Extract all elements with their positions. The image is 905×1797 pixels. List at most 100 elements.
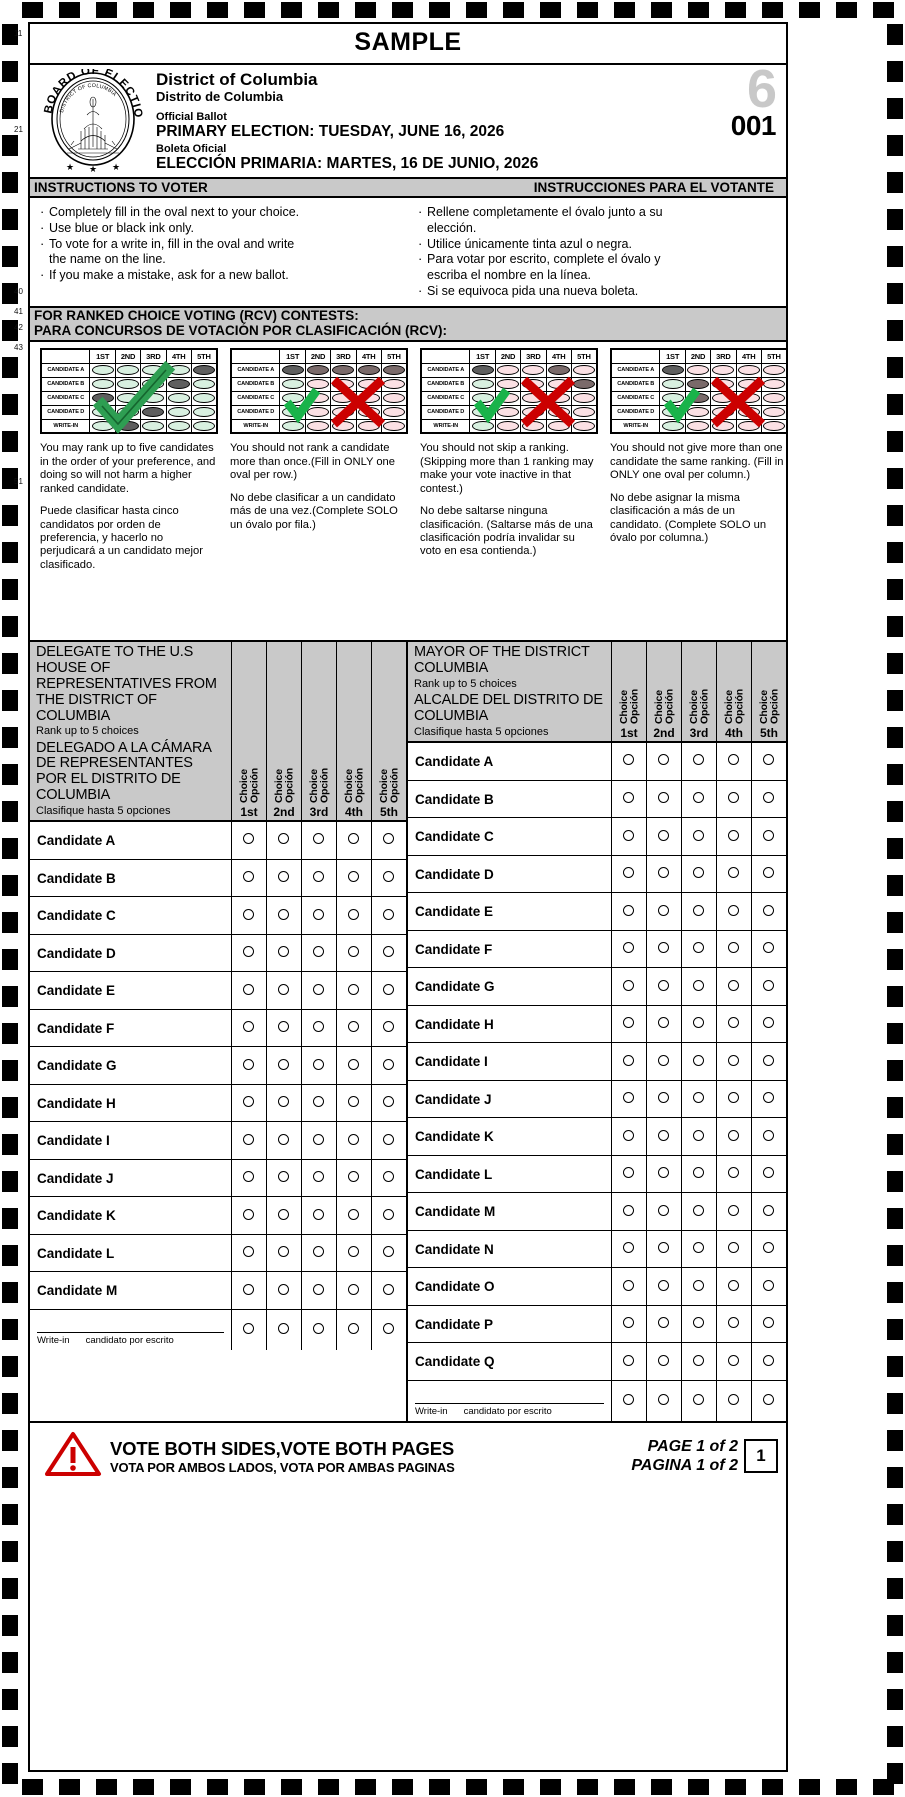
vote-oval-cell[interactable] <box>230 896 266 935</box>
vote-oval-icon[interactable] <box>658 1393 669 1405</box>
vote-oval-icon[interactable] <box>658 1354 669 1366</box>
vote-oval-icon[interactable] <box>763 1279 775 1291</box>
vote-oval-icon[interactable] <box>658 1092 669 1104</box>
vote-oval-icon[interactable] <box>623 1317 634 1329</box>
vote-oval-icon[interactable] <box>658 754 669 766</box>
vote-oval-icon[interactable] <box>623 754 634 766</box>
vote-oval-cell[interactable] <box>230 1046 266 1085</box>
vote-oval-icon[interactable] <box>763 904 775 916</box>
write-in-line[interactable] <box>37 1311 224 1333</box>
vote-oval-cell[interactable] <box>265 971 301 1010</box>
vote-oval-cell[interactable] <box>610 779 646 818</box>
vote-oval-cell[interactable] <box>230 1233 266 1272</box>
vote-oval-cell[interactable] <box>715 929 751 968</box>
vote-oval-cell[interactable] <box>300 1271 336 1310</box>
vote-oval-icon[interactable] <box>623 792 634 804</box>
vote-oval-icon[interactable] <box>658 1242 669 1254</box>
vote-oval-cell[interactable] <box>645 854 681 893</box>
vote-oval-cell[interactable] <box>230 1083 266 1122</box>
vote-oval-cell[interactable] <box>680 779 716 818</box>
vote-oval-icon[interactable] <box>658 1317 669 1329</box>
vote-oval-icon[interactable] <box>243 871 254 883</box>
vote-oval-cell[interactable] <box>335 821 371 860</box>
vote-oval-icon[interactable] <box>313 871 324 883</box>
vote-oval-icon[interactable] <box>278 1058 289 1070</box>
vote-oval-cell[interactable] <box>610 1342 646 1381</box>
vote-oval-icon[interactable] <box>278 1283 289 1295</box>
vote-oval-icon[interactable] <box>623 1354 634 1366</box>
vote-oval-cell[interactable] <box>715 1079 751 1118</box>
vote-oval-icon[interactable] <box>728 1317 739 1329</box>
vote-oval-cell[interactable] <box>265 896 301 935</box>
vote-oval-cell[interactable] <box>750 1304 786 1343</box>
vote-oval-cell[interactable] <box>750 929 786 968</box>
vote-oval-cell[interactable] <box>230 1271 266 1310</box>
vote-oval-cell[interactable] <box>715 1192 751 1231</box>
vote-oval-cell[interactable] <box>265 1008 301 1047</box>
vote-oval-icon[interactable] <box>348 1021 359 1033</box>
vote-oval-cell[interactable] <box>680 1042 716 1081</box>
vote-oval-icon[interactable] <box>243 908 254 920</box>
vote-oval-icon[interactable] <box>348 1322 359 1334</box>
vote-oval-icon[interactable] <box>278 871 289 883</box>
vote-oval-icon[interactable] <box>623 1204 634 1216</box>
vote-oval-icon[interactable] <box>348 1133 359 1145</box>
vote-oval-icon[interactable] <box>348 908 359 920</box>
vote-oval-icon[interactable] <box>693 1092 704 1104</box>
vote-oval-cell[interactable] <box>715 892 751 931</box>
vote-oval-cell[interactable] <box>265 821 301 860</box>
vote-oval-cell[interactable] <box>715 1117 751 1156</box>
vote-oval-icon[interactable] <box>693 1317 704 1329</box>
vote-oval-cell[interactable] <box>645 1267 681 1306</box>
vote-oval-icon[interactable] <box>623 1393 634 1405</box>
vote-oval-icon[interactable] <box>313 946 324 958</box>
vote-oval-icon[interactable] <box>728 1393 739 1405</box>
vote-oval-cell[interactable] <box>300 1233 336 1272</box>
vote-oval-icon[interactable] <box>243 1283 254 1295</box>
vote-oval-cell[interactable] <box>335 933 371 972</box>
vote-oval-cell[interactable] <box>370 1008 406 1047</box>
vote-oval-cell[interactable] <box>645 1042 681 1081</box>
vote-oval-icon[interactable] <box>693 1393 704 1405</box>
vote-oval-cell[interactable] <box>230 1008 266 1047</box>
vote-oval-icon[interactable] <box>623 904 634 916</box>
vote-oval-icon[interactable] <box>383 1096 395 1108</box>
vote-oval-cell[interactable] <box>715 1379 751 1421</box>
vote-oval-cell[interactable] <box>265 1121 301 1160</box>
vote-oval-cell[interactable] <box>715 1004 751 1043</box>
vote-oval-icon[interactable] <box>313 1096 324 1108</box>
vote-oval-cell[interactable] <box>680 742 716 781</box>
vote-oval-cell[interactable] <box>300 1083 336 1122</box>
vote-oval-icon[interactable] <box>313 1208 324 1220</box>
vote-oval-icon[interactable] <box>658 1279 669 1291</box>
vote-oval-icon[interactable] <box>728 829 739 841</box>
vote-oval-icon[interactable] <box>763 867 775 879</box>
vote-oval-icon[interactable] <box>243 833 254 845</box>
vote-oval-cell[interactable] <box>335 1158 371 1197</box>
vote-oval-icon[interactable] <box>728 979 739 991</box>
vote-oval-cell[interactable] <box>370 933 406 972</box>
vote-oval-cell[interactable] <box>370 858 406 897</box>
vote-oval-icon[interactable] <box>278 946 289 958</box>
vote-oval-cell[interactable] <box>645 1192 681 1231</box>
vote-oval-cell[interactable] <box>335 1083 371 1122</box>
vote-oval-cell[interactable] <box>645 1117 681 1156</box>
vote-oval-cell[interactable] <box>370 971 406 1010</box>
vote-oval-icon[interactable] <box>313 833 324 845</box>
vote-oval-cell[interactable] <box>645 1342 681 1381</box>
vote-oval-icon[interactable] <box>693 1017 704 1029</box>
vote-oval-cell[interactable] <box>230 1158 266 1197</box>
vote-oval-cell[interactable] <box>610 1267 646 1306</box>
vote-oval-icon[interactable] <box>693 1279 704 1291</box>
vote-oval-icon[interactable] <box>763 1167 775 1179</box>
vote-oval-cell[interactable] <box>715 742 751 781</box>
vote-oval-icon[interactable] <box>313 1322 324 1334</box>
vote-oval-icon[interactable] <box>623 1129 634 1141</box>
vote-oval-cell[interactable] <box>680 1079 716 1118</box>
vote-oval-icon[interactable] <box>623 829 634 841</box>
vote-oval-cell[interactable] <box>300 1308 336 1350</box>
vote-oval-cell[interactable] <box>750 1154 786 1193</box>
vote-oval-cell[interactable] <box>715 1304 751 1343</box>
vote-oval-cell[interactable] <box>265 1308 301 1350</box>
vote-oval-cell[interactable] <box>610 1117 646 1156</box>
